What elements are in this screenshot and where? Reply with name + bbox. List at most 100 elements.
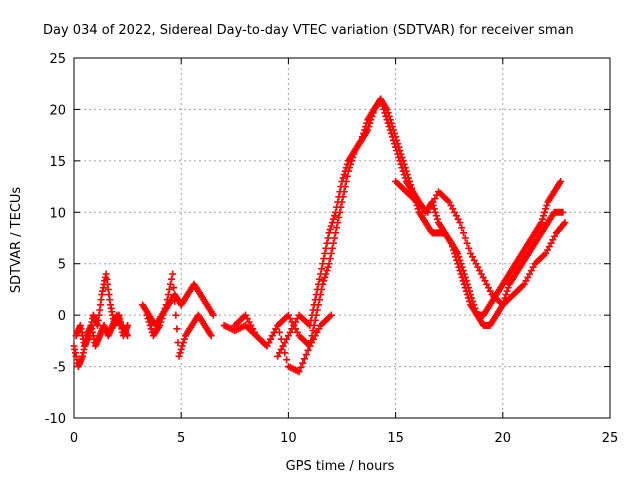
series-group <box>72 270 132 350</box>
data-point <box>464 294 472 302</box>
data-point <box>144 315 152 323</box>
data-point <box>458 224 466 232</box>
data-point <box>340 171 348 179</box>
data-point <box>171 297 179 305</box>
data-point <box>394 150 402 158</box>
data-point <box>396 157 404 165</box>
data-point <box>542 205 550 213</box>
data-point <box>382 112 390 120</box>
data-point <box>307 337 315 345</box>
data-point <box>447 239 455 247</box>
data-point <box>321 273 329 281</box>
chart-title: Day 034 of 2022, Sidereal Day-to-day VTE… <box>43 23 574 38</box>
data-point <box>323 239 331 247</box>
data-point <box>559 208 567 216</box>
data-points <box>70 95 569 376</box>
data-point <box>462 287 470 295</box>
data-point <box>308 332 316 340</box>
data-point <box>449 246 457 254</box>
data-point <box>168 275 176 283</box>
data-point <box>175 352 183 360</box>
data-point <box>275 328 283 336</box>
data-point <box>337 183 345 191</box>
data-point <box>454 260 462 268</box>
data-point <box>466 297 474 305</box>
data-point <box>319 260 327 268</box>
x-tick-label: 5 <box>177 431 185 446</box>
data-point <box>378 99 386 107</box>
data-point <box>283 356 291 364</box>
data-point <box>308 311 316 319</box>
data-point <box>338 177 346 185</box>
data-point <box>540 212 548 220</box>
y-tick-label: 5 <box>58 258 66 273</box>
y-axis-label: SDTVAR / TECUs <box>9 187 24 294</box>
data-point <box>328 244 336 252</box>
data-point <box>388 133 396 141</box>
data-point <box>391 140 399 148</box>
x-axis-label: GPS time / hours <box>286 459 395 474</box>
x-tick-label: 25 <box>602 431 619 446</box>
data-point <box>333 224 341 232</box>
data-point <box>163 296 171 304</box>
data-point <box>325 229 333 237</box>
data-point <box>339 174 347 182</box>
data-point <box>297 363 305 371</box>
data-point <box>207 332 215 340</box>
data-point <box>165 285 173 293</box>
data-point <box>209 311 217 319</box>
data-point <box>369 109 377 117</box>
data-point <box>336 188 344 196</box>
data-point <box>328 219 336 227</box>
data-point <box>341 167 349 175</box>
data-point <box>330 212 338 220</box>
data-point <box>157 318 165 326</box>
data-point <box>320 255 328 263</box>
data-point <box>330 234 338 242</box>
data-point <box>309 306 317 314</box>
data-point <box>448 243 456 251</box>
series-group <box>392 177 569 309</box>
data-point <box>172 311 180 319</box>
data-point <box>431 208 439 216</box>
data-point <box>367 116 375 124</box>
data-point <box>304 346 312 354</box>
data-point <box>459 277 467 285</box>
data-point <box>274 321 282 329</box>
data-point <box>502 291 510 299</box>
data-point <box>295 368 303 376</box>
x-tick-label: 10 <box>280 431 297 446</box>
data-point <box>177 345 185 353</box>
data-point <box>377 95 385 103</box>
data-point <box>314 280 322 288</box>
data-point <box>320 277 328 285</box>
data-point <box>124 321 132 329</box>
data-point <box>146 321 154 329</box>
data-point <box>393 147 401 155</box>
data-point <box>329 215 337 223</box>
y-tick-label: -10 <box>45 412 66 427</box>
data-point <box>323 267 331 275</box>
data-point <box>455 263 463 271</box>
y-tick-label: -5 <box>53 361 66 376</box>
data-point <box>459 229 467 237</box>
series-group <box>143 270 215 360</box>
data-point <box>433 215 441 223</box>
data-point <box>541 208 549 216</box>
data-point <box>385 123 393 131</box>
data-point <box>315 275 323 283</box>
data-point <box>309 327 317 335</box>
data-point <box>387 129 395 137</box>
data-point <box>327 311 335 319</box>
data-point <box>343 160 351 168</box>
data-point <box>401 174 409 182</box>
data-point <box>389 136 397 144</box>
data-point <box>538 215 546 223</box>
y-tick-label: 25 <box>49 52 66 67</box>
data-point <box>458 273 466 281</box>
data-point <box>397 160 405 168</box>
data-point <box>461 234 469 242</box>
data-point <box>463 291 471 299</box>
data-point <box>383 116 391 124</box>
